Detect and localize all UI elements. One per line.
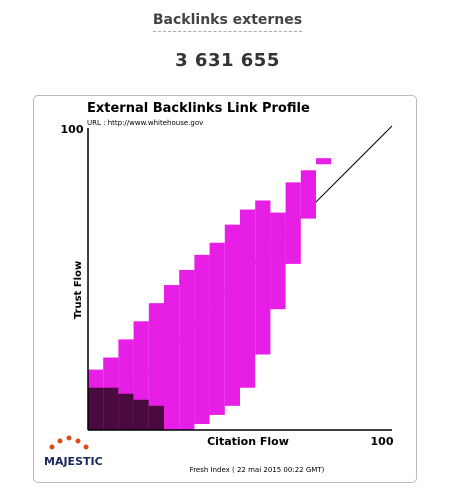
dense-band: [103, 387, 119, 430]
density-band: [300, 170, 316, 219]
heading-text: Backlinks externes: [152, 12, 303, 32]
y-tick-label: 100: [61, 123, 84, 136]
density-band: [179, 269, 195, 430]
x-axis-label: Citation Flow: [207, 435, 289, 448]
density-band: [148, 303, 164, 430]
logo: MAJESTIC: [44, 455, 103, 468]
density-band: [285, 182, 301, 264]
heading: Backlinks externes: [0, 12, 455, 32]
chart-frame: [33, 95, 417, 483]
density-band: [255, 200, 271, 355]
chart-title: External Backlinks Link Profile: [87, 101, 310, 116]
y-axis-label: Trust Flow: [73, 261, 84, 319]
footer: Fresh Index ( 22 mai 2015 00:22 GMT): [190, 466, 325, 474]
dense-band: [148, 405, 164, 430]
density-band: [240, 209, 256, 388]
dense-band: [118, 393, 134, 430]
density-band: [194, 254, 210, 424]
logo-stars: [49, 435, 89, 450]
density-band: [316, 158, 332, 165]
dense-band: [133, 399, 149, 430]
chart-subtitle: URL : http://www.whitehouse.gov: [87, 119, 203, 127]
dense-band: [88, 387, 104, 430]
density-band: [224, 224, 240, 406]
x-tick-label: 100: [371, 435, 394, 448]
backlink-count: 3 631 655: [175, 50, 280, 71]
density-band: [209, 242, 225, 415]
density-band: [164, 285, 180, 430]
density-band: [270, 212, 286, 310]
